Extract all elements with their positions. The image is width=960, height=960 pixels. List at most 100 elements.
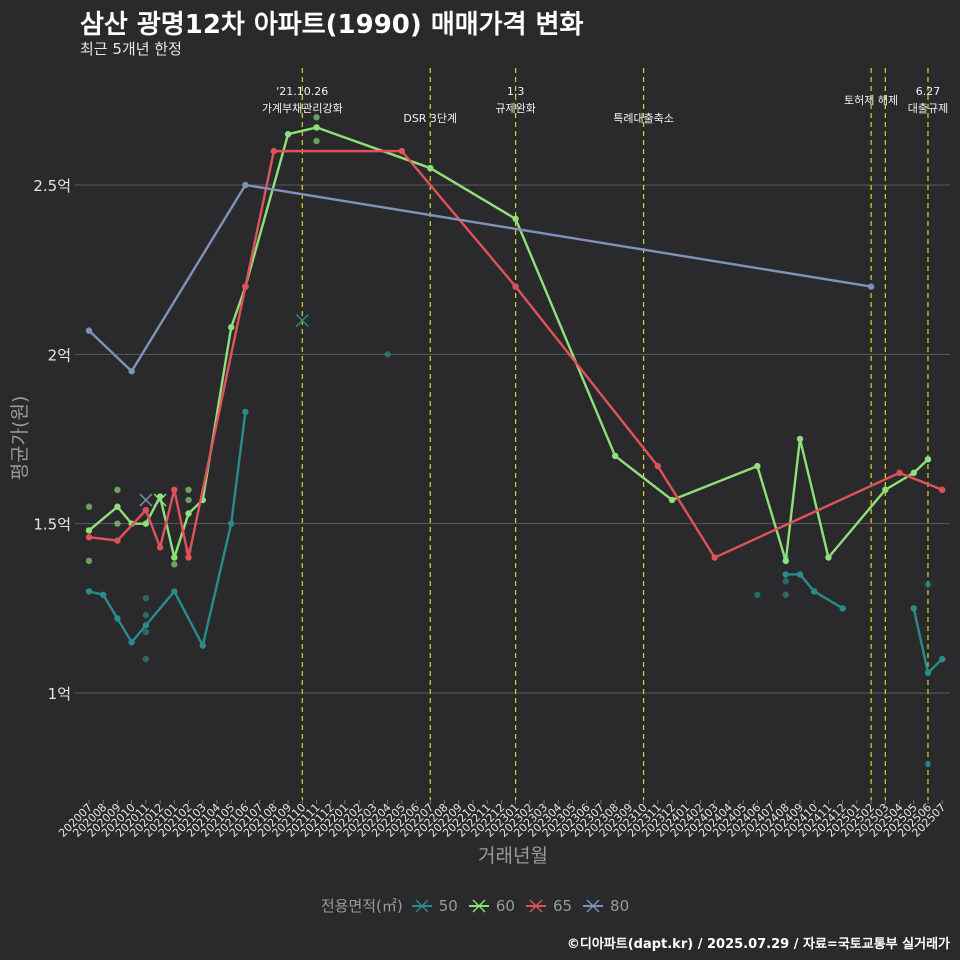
data-point (924, 669, 932, 676)
event-label: 특례대출축소 (613, 112, 674, 125)
legend-swatch (411, 899, 432, 912)
legend-title: 전용면적(㎡) (320, 897, 403, 915)
event-label: 1.3 (507, 85, 525, 98)
data-point (185, 510, 192, 517)
event-label: 가계부채관리강화 (262, 102, 343, 115)
chart-title: 삼산 광명12차 아파트(1990) 매매가격 변화 (80, 10, 584, 40)
data-point (796, 571, 804, 578)
series-line (785, 573, 844, 610)
data-point (754, 462, 761, 470)
data-point (114, 503, 121, 510)
data-point (782, 557, 789, 565)
series-line (88, 183, 872, 373)
data-point (896, 469, 903, 477)
x-axis-label: 거래년월 (478, 845, 548, 867)
data-point (270, 147, 278, 155)
data-point (228, 324, 235, 331)
series-line (88, 126, 929, 563)
data-point (284, 131, 292, 138)
transaction-dot (142, 628, 150, 636)
legend-label: 50 (438, 896, 458, 915)
data-point (142, 622, 150, 629)
series-65 (85, 147, 946, 561)
series-50 (85, 313, 946, 768)
data-point (171, 554, 178, 561)
transaction-dot (171, 561, 178, 568)
data-point (100, 591, 107, 598)
event-label: 대출규제 (908, 102, 948, 115)
series-80 (85, 181, 875, 507)
data-point (654, 462, 661, 470)
data-point (185, 554, 192, 561)
footer-credit: ©디아파트(dapt.kr) / 2025.07.29 / 자료=국토교통부 실… (566, 937, 950, 952)
chart-plot: 1억1.5억2억2.5억2020072020082020092020102020… (9, 68, 950, 867)
data-point (939, 486, 946, 493)
data-point (668, 496, 676, 504)
data-point (156, 544, 164, 551)
transaction-dot (185, 486, 192, 493)
data-point (85, 588, 93, 595)
data-point (398, 147, 406, 155)
data-point (228, 520, 235, 527)
data-point (199, 642, 206, 649)
data-point (171, 588, 178, 595)
data-point (427, 164, 434, 172)
data-point (313, 124, 320, 131)
legend-label: 65 (552, 896, 573, 915)
series-60 (85, 114, 932, 568)
legend-label: 80 (610, 896, 630, 915)
data-point (128, 368, 135, 375)
transaction-dot (85, 557, 93, 565)
y-tick-label: 2억 (48, 346, 71, 364)
chart-subtitle: 최근 5개년 한정 (80, 40, 182, 58)
data-point (782, 571, 789, 578)
data-point (142, 506, 150, 514)
transaction-dot (114, 486, 121, 493)
transaction-dot (782, 578, 789, 585)
transaction-dot (782, 591, 789, 598)
legend-swatch (468, 899, 489, 912)
data-point (924, 456, 932, 463)
data-point (114, 615, 121, 622)
legend-item-80: 80 (582, 897, 629, 915)
legend-item-50: 50 (411, 897, 458, 915)
event-label: 토허제 해제 (844, 93, 898, 107)
transaction-dot (313, 114, 320, 121)
transaction-dot (142, 611, 150, 619)
data-point (128, 639, 135, 646)
data-point (825, 554, 832, 561)
transaction-dot (142, 594, 150, 602)
data-point (85, 527, 93, 534)
y-tick-label: 2.5억 (33, 177, 71, 195)
data-point (796, 435, 804, 443)
y-tick-label: 1억 (48, 685, 71, 703)
legend-item-60: 60 (468, 897, 515, 915)
transaction-dot (142, 655, 150, 663)
legend-swatch (583, 899, 604, 912)
data-point (867, 283, 875, 290)
transaction-dot (384, 351, 391, 358)
event-label: '21.10.26 (276, 85, 328, 98)
cross-marker (295, 313, 309, 327)
transaction-dot (313, 137, 320, 145)
legend-swatch (525, 899, 546, 912)
data-point (711, 554, 718, 561)
data-point (85, 534, 93, 541)
data-point (142, 520, 150, 527)
data-point (171, 486, 178, 493)
event-label: DSR 3단계 (403, 112, 457, 125)
transaction-dot (185, 496, 192, 504)
data-point (811, 588, 818, 595)
data-point (156, 493, 164, 500)
data-point (882, 486, 889, 493)
legend-item-65: 65 (525, 897, 572, 915)
transaction-dot (754, 591, 761, 598)
data-point (85, 327, 93, 334)
data-point (839, 605, 846, 612)
data-point (114, 537, 121, 544)
series-line (88, 149, 943, 559)
transaction-dot (114, 520, 121, 527)
transaction-dot (924, 581, 932, 588)
data-point (242, 283, 249, 290)
event-label: 규제완화 (495, 102, 535, 115)
